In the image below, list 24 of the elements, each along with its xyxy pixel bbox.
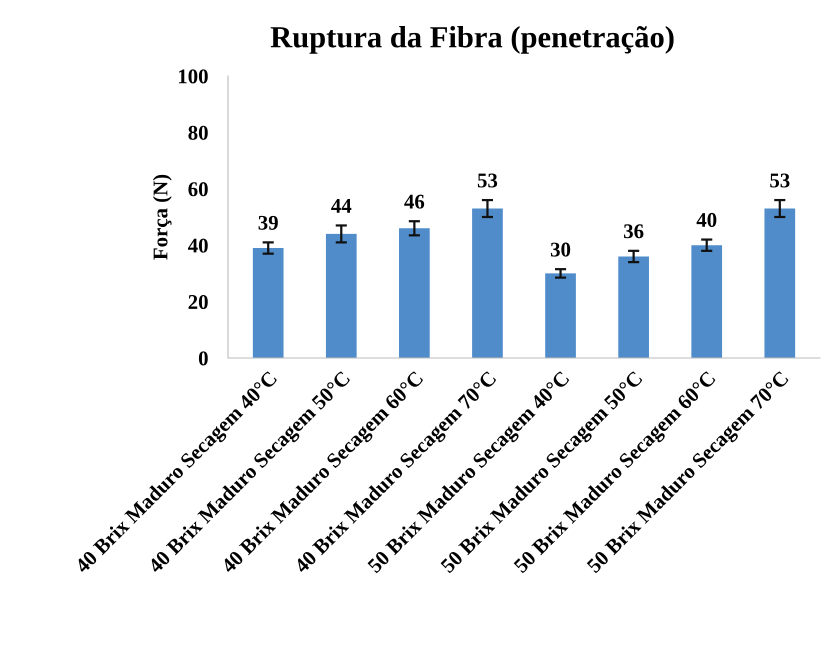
data-label: 44 [331, 198, 352, 213]
data-label: 36 [624, 224, 644, 238]
bar [472, 208, 503, 358]
data-label: 53 [478, 174, 498, 188]
y-axis-title: Força (N) [152, 174, 172, 260]
bar [252, 248, 284, 358]
bar [399, 228, 430, 358]
bar [545, 273, 576, 358]
y-tick-label: 20 [188, 294, 208, 310]
y-tick-label: 100 [178, 69, 208, 84]
bar [618, 256, 649, 358]
bar [326, 234, 357, 358]
y-tick-label: 0 [198, 351, 208, 366]
bar [691, 245, 722, 358]
y-tick-label: 40 [188, 238, 208, 253]
chart-title: Ruptura da Fibra (penetração) [270, 26, 674, 54]
data-label: 40 [696, 212, 716, 227]
data-label: 53 [770, 174, 790, 188]
data-label: 30 [550, 242, 570, 257]
y-tick-label: 60 [188, 182, 208, 196]
y-tick-label: 80 [188, 126, 208, 140]
bar [764, 208, 796, 358]
data-label: 46 [404, 194, 424, 209]
data-label: 39 [258, 216, 278, 230]
